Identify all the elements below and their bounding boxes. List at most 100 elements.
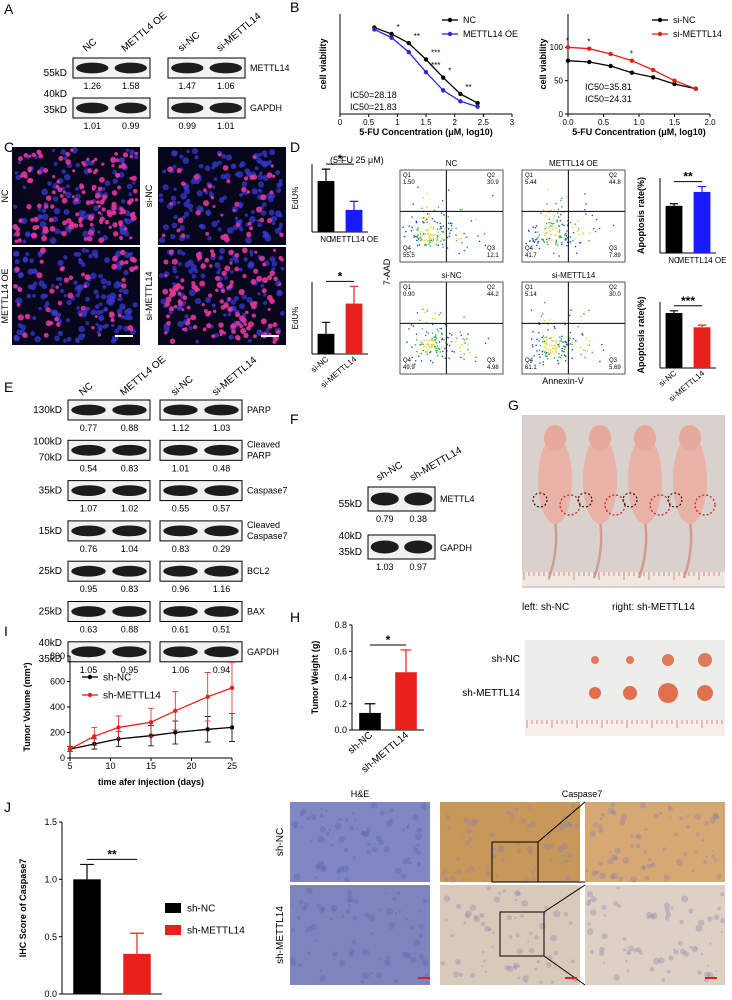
edu-cell	[56, 322, 61, 327]
nucleus	[249, 216, 256, 223]
nucleus	[53, 228, 60, 235]
edu-cell	[226, 286, 230, 290]
marker: 35kD	[339, 547, 362, 558]
ihc-texture	[698, 919, 705, 926]
quadrant-value: 5.44	[525, 180, 537, 186]
event	[420, 341, 423, 344]
nucleus	[205, 297, 212, 304]
x-tick-label: sh-NC	[346, 730, 375, 757]
event	[436, 328, 438, 330]
ihc-texture	[709, 817, 716, 824]
ihc-texture	[461, 836, 464, 839]
edu-cell	[209, 264, 213, 268]
nucleus	[188, 326, 193, 331]
nucleus	[57, 276, 63, 282]
edu-cell	[124, 260, 129, 265]
event	[585, 203, 587, 205]
nucleus	[262, 292, 267, 297]
legend-marker	[657, 31, 663, 37]
ihc-texture	[480, 921, 486, 927]
ihc-texture	[504, 964, 510, 971]
ihc-texture	[314, 864, 321, 870]
edu-cell	[218, 329, 225, 335]
image-row-label: si-NC	[144, 184, 154, 207]
ihc-texture	[338, 836, 346, 843]
event	[545, 347, 548, 350]
event	[432, 343, 434, 346]
ihc-texture	[526, 846, 534, 854]
ihc-texture	[413, 939, 421, 946]
event	[439, 327, 441, 330]
nucleus	[217, 227, 222, 232]
ihc-texture	[456, 903, 462, 909]
nucleus	[114, 328, 119, 334]
event	[420, 231, 423, 233]
event	[431, 340, 433, 342]
flow-plot	[399, 169, 504, 263]
edu-cell	[111, 190, 118, 196]
event	[440, 227, 442, 229]
y-tick-label: 0.4	[334, 673, 347, 683]
event	[547, 189, 550, 191]
nucleus	[98, 315, 105, 322]
edu-cell	[104, 219, 110, 225]
tumor	[662, 654, 674, 666]
event	[564, 355, 567, 358]
panel-label: G	[508, 397, 519, 413]
ihc-texture	[646, 915, 650, 920]
edu-cell	[56, 179, 61, 184]
event	[415, 333, 418, 336]
nucleus	[184, 261, 191, 268]
ihc-texture	[560, 854, 564, 858]
ihc-texture	[402, 828, 406, 832]
event	[450, 229, 452, 232]
edu-cell	[97, 204, 101, 208]
ihc-column: H&E	[351, 789, 370, 799]
event	[563, 224, 565, 227]
ihc-texture	[598, 950, 605, 957]
edu-cell	[43, 332, 49, 338]
ihc-texture	[568, 921, 573, 926]
event	[551, 223, 554, 225]
event	[544, 215, 547, 217]
ihc-texture	[516, 841, 521, 846]
nucleus	[162, 184, 169, 191]
event	[556, 230, 559, 233]
event	[446, 247, 449, 249]
ihc-texture	[483, 959, 487, 963]
edu-cell	[55, 285, 59, 289]
nucleus	[200, 273, 206, 279]
edu-cell	[267, 275, 273, 281]
ihc-texture	[384, 959, 391, 966]
quant: 0.83	[121, 463, 139, 473]
event	[434, 334, 437, 336]
legend-marker	[447, 17, 453, 23]
edu-cell	[16, 302, 21, 307]
event	[565, 239, 567, 241]
band	[71, 565, 106, 577]
event	[536, 338, 538, 341]
point	[406, 40, 411, 46]
ihc-texture	[454, 871, 457, 875]
nucleus	[58, 282, 63, 287]
event	[418, 244, 421, 246]
marker: 35kD	[39, 654, 62, 665]
ihc-texture	[650, 912, 658, 920]
nucleus	[112, 178, 119, 184]
ihc-texture	[691, 945, 698, 953]
nucleus	[13, 335, 20, 342]
event	[558, 231, 561, 233]
edu-cell	[99, 221, 103, 225]
ihc-texture	[574, 823, 580, 829]
event	[549, 319, 551, 321]
event	[562, 341, 565, 343]
x-tick-label: 0	[338, 118, 343, 127]
event	[571, 341, 573, 344]
ihc-texture	[416, 827, 422, 833]
event	[585, 213, 587, 215]
edu-cell	[13, 284, 18, 289]
nucleus	[246, 170, 252, 176]
panel-label: H	[290, 609, 300, 625]
edu-cell	[39, 259, 44, 264]
event	[529, 240, 531, 242]
